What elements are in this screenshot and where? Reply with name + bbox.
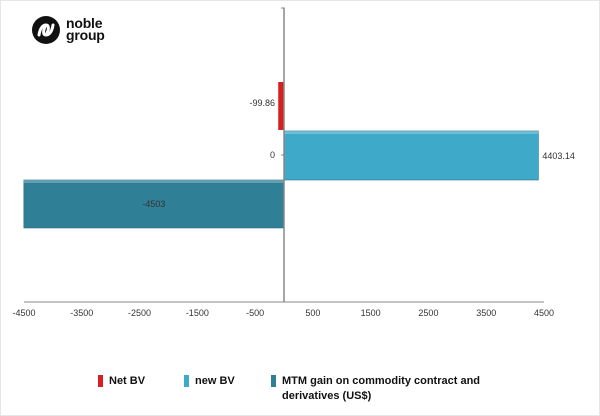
bar-net-bv xyxy=(278,82,284,130)
x-tick-label: -2500 xyxy=(128,308,151,318)
data-labels-layer: -99.86 4403.14 -4503 xyxy=(142,98,575,209)
legend-label-new-bv: new BV xyxy=(195,375,235,387)
logo-line2: group xyxy=(66,27,105,43)
data-label-net-bv: -99.86 xyxy=(249,98,275,108)
zero-label: 0 xyxy=(270,150,275,160)
data-label-new-bv: 4403.14 xyxy=(542,151,575,161)
noble-group-logo: noble group xyxy=(32,16,142,46)
bar-highlight-new-bv xyxy=(284,131,539,134)
x-tick-label: 500 xyxy=(305,308,320,318)
x-tick-label: 2500 xyxy=(418,308,438,318)
x-tick-label: 1500 xyxy=(361,308,381,318)
x-tick-label: -4500 xyxy=(12,308,35,318)
legend-swatch-mtm-gain xyxy=(271,375,276,387)
legend-swatch-new-bv xyxy=(184,375,189,387)
legend-item-mtm-gain: MTM gain on commodity contract and deriv… xyxy=(271,374,480,404)
bar-new-bv xyxy=(283,130,539,181)
legend-swatch-net-bv xyxy=(98,375,103,387)
bar-highlight-mtm-gain xyxy=(23,180,285,183)
bar-mtm-gain xyxy=(23,179,285,229)
logo-line1: noble xyxy=(66,15,103,31)
legend: Net BV new BV MTM gain on commodity cont… xyxy=(98,374,578,412)
x-tick-label: 4500 xyxy=(534,308,554,318)
x-tick-label: -1500 xyxy=(186,308,209,318)
x-ticks-layer: -4500 -3500 -2500 -1500 -500 500 1500 2500 3500 4… xyxy=(12,7,554,318)
logo-mark-icon xyxy=(32,16,60,44)
x-tick-label: -3500 xyxy=(70,308,93,318)
data-label-mtm-gain: -4503 xyxy=(142,199,165,209)
legend-item-net-bv: Net BV xyxy=(98,374,145,389)
legend-label-net-bv: Net BV xyxy=(109,375,146,387)
x-tick-label: -500 xyxy=(246,308,264,318)
legend-label-mtm-gain: MTM gain on commodity contract and deriv… xyxy=(282,374,480,404)
legend-label-mtm-line2: derivatives (US$) xyxy=(282,390,372,402)
legend-item-new-bv: new BV xyxy=(184,374,235,389)
x-tick-label: 3500 xyxy=(476,308,496,318)
legend-label-mtm-line1: MTM gain on commodity contract and xyxy=(282,375,481,387)
bars-layer xyxy=(23,82,539,229)
logo-wordmark: noble group xyxy=(66,15,105,43)
